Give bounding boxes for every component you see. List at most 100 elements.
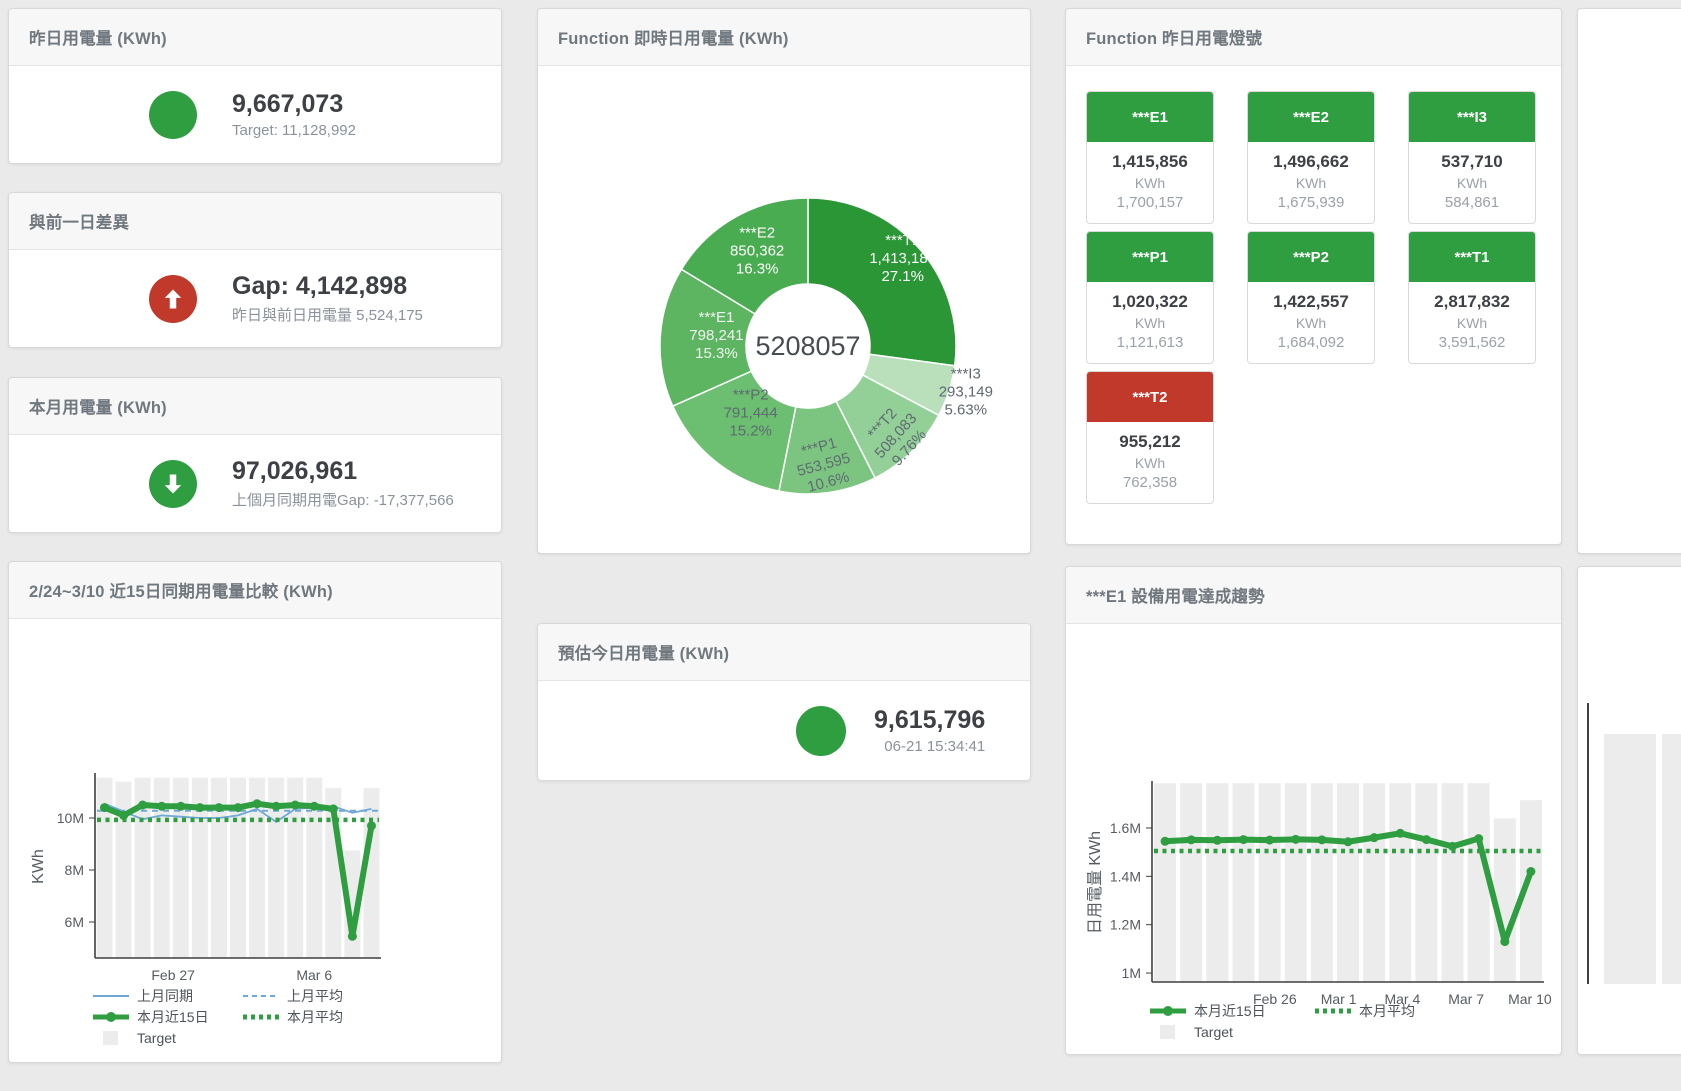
legend-label: 本月近15日: [1194, 1002, 1266, 1019]
card-body: 1M 1.2M 1.4M 1.6M Feb 26 Mar 1 Mar 4 Mar 7 Mar 1…: [1066, 624, 1561, 1054]
svg-text:1.2M: 1.2M: [1110, 917, 1141, 933]
card-title: 本月用電量 (KWh): [29, 399, 167, 417]
cropped-chart-axis: [1587, 703, 1589, 984]
card-e1-trend-chart: ***E1 設備用電達成趨勢 1M 1.2M 1.4M 1.6M Feb 26 Mar 1…: [1065, 566, 1562, 1055]
tile-target: 3,591,562: [1438, 334, 1506, 351]
legend-item-dots[interactable]: 本月平均: [1315, 1000, 1480, 1021]
svg-text:Mar 10: Mar 10: [1508, 991, 1552, 1007]
card-body: 97,026,961 上個月同期用電Gap: -17,377,566: [9, 435, 501, 532]
card-header: Function 昨日用電燈號: [1066, 9, 1561, 66]
tile-value: 2,817,832: [1434, 292, 1510, 311]
tile-target: 1,684,092: [1277, 334, 1345, 351]
legend-label: Target: [1194, 1023, 1233, 1040]
tile-unit: KWh: [1456, 175, 1488, 191]
legend-item-square[interactable]: Target: [93, 1027, 243, 1048]
svg-text:Feb 26: Feb 26: [1253, 991, 1297, 1007]
legend-item-thick[interactable]: 本月近15日: [1150, 1000, 1315, 1021]
tile-value: 1,496,662: [1273, 152, 1349, 171]
month-usage-sub: 上個月同期用電Gap: -17,377,566: [232, 492, 454, 509]
svg-text:10M: 10M: [57, 810, 84, 826]
legend-label: 本月近15日: [137, 1008, 209, 1025]
legend-label: 上月平均: [287, 987, 343, 1004]
tile-unit: KWh: [1134, 315, 1166, 331]
tile-body: 1,020,322 KWh 1,121,613: [1087, 282, 1213, 363]
svg-text:6M: 6M: [65, 914, 84, 930]
svg-text:5208057: 5208057: [755, 331, 860, 361]
svg-text:***T2508,0839.76%: ***T2508,0839.76%: [858, 398, 934, 474]
card-header: 昨日用電量 (KWh): [9, 9, 501, 66]
status-tile-E2[interactable]: ***E2 1,496,662 KWh 1,675,939: [1247, 91, 1375, 224]
tile-unit: KWh: [1134, 455, 1166, 471]
usage-donut-chart[interactable]: ***T1 1,413,183 27.1% ***I3 293,149 5.63%***T…: [538, 66, 1030, 553]
svg-text:***P1553,59510.6%: ***P1553,59510.6%: [791, 432, 857, 497]
legend-item-dots[interactable]: 本月平均: [243, 1006, 393, 1027]
card-header: 與前一日差異: [9, 193, 501, 250]
status-tile-I3[interactable]: ***I3 537,710 KWh 584,861: [1408, 91, 1536, 224]
tile-header: ***E2: [1248, 92, 1374, 142]
card-today-estimate: 預估今日用電量 (KWh) 9,615,796 06-21 15:34:41: [537, 623, 1031, 781]
svg-text:Mar 1: Mar 1: [1321, 991, 1357, 1007]
yesterday-usage-target: Target: 11,128,992: [232, 122, 356, 139]
svg-text:Mar 7: Mar 7: [1448, 991, 1484, 1007]
tile-target: 1,121,613: [1116, 334, 1184, 351]
card-status-lights: Function 昨日用電燈號 ***E1 1,415,856 KWh 1,700,1…: [1065, 8, 1562, 545]
card-title: 2/24~3/10 近15日同期用電量比較 (KWh): [29, 583, 333, 601]
status-tiles-grid: ***E1 1,415,856 KWh 1,700,157 ***E2 1,496,662…: [1086, 91, 1536, 504]
card-body: 6M 8M 10M Feb 27 Mar 6 KWh 上月同期 上月平均 本月近15日 本月平均…: [9, 619, 501, 1062]
day-gap-value: Gap: 4,142,898: [232, 272, 408, 300]
card-body: ***E1 1,415,856 KWh 1,700,157 ***E2 1,496,662…: [1066, 66, 1561, 544]
cropped-card-sliver-top: [1577, 8, 1681, 554]
card-yesterday-usage: 昨日用電量 (KWh) 9,667,073 Target: 11,128,992: [8, 8, 502, 164]
today-estimate-value: 9,615,796: [874, 706, 986, 734]
card-title: 昨日用電量 (KWh): [29, 30, 167, 48]
card-body: ***T1 1,413,183 27.1% ***I3 293,149 5.63% ***T…: [538, 66, 1030, 553]
card-body: 9,667,073 Target: 11,128,992: [9, 66, 501, 163]
tile-value: 537,710: [1441, 152, 1503, 171]
yesterday-usage-value: 9,667,073: [232, 90, 344, 118]
e1-trend-line-chart[interactable]: 1M 1.2M 1.4M 1.6M Feb 26 Mar 1 Mar 4 Mar 7 Mar 1…: [1066, 624, 1561, 1056]
trend-chart-legend: 本月近15日 本月平均 Target: [1150, 1000, 1510, 1042]
card-title: 預估今日用電量 (KWh): [558, 645, 730, 663]
legend-label: 本月平均: [287, 1008, 343, 1025]
card-body: Gap: 4,142,898 昨日與前日用電量 5,524,175: [9, 250, 501, 347]
svg-text:8M: 8M: [65, 862, 84, 878]
tile-value: 1,415,856: [1112, 152, 1188, 171]
card-header: Function 即時日用電量 (KWh): [538, 9, 1030, 66]
status-tile-P1[interactable]: ***P1 1,020,322 KWh 1,121,613: [1086, 231, 1214, 364]
tile-header: ***P1: [1087, 232, 1213, 282]
tile-target: 1,675,939: [1277, 194, 1345, 211]
legend-label: 本月平均: [1359, 1002, 1415, 1019]
legend-item-line[interactable]: 上月同期: [93, 985, 243, 1006]
status-tile-P2[interactable]: ***P2 1,422,557 KWh 1,684,092: [1247, 231, 1375, 364]
tile-value: 1,422,557: [1273, 292, 1349, 311]
legend-label: 上月同期: [137, 987, 193, 1004]
tile-target: 762,358: [1122, 474, 1178, 491]
arrow-up-circle-icon: [149, 274, 197, 323]
legend-label: Target: [137, 1029, 176, 1046]
svg-text:1.4M: 1.4M: [1110, 868, 1141, 884]
legend-item-dash[interactable]: 上月平均: [243, 985, 393, 1006]
tile-header: ***I3: [1409, 92, 1535, 142]
status-tile-E1[interactable]: ***E1 1,415,856 KWh 1,700,157: [1086, 91, 1214, 224]
card-header: 預估今日用電量 (KWh): [538, 624, 1030, 681]
legend-item-square[interactable]: Target: [1150, 1021, 1315, 1042]
status-tile-T2[interactable]: ***T2 955,212 KWh 762,358: [1086, 371, 1214, 504]
status-tile-T1[interactable]: ***T1 2,817,832 KWh 3,591,562: [1408, 231, 1536, 364]
card-realtime-donut: Function 即時日用電量 (KWh) ***T1 1,413,183 27.1…: [537, 8, 1031, 554]
card-header: ***E1 設備用電達成趨勢: [1066, 567, 1561, 624]
tile-unit: KWh: [1295, 175, 1327, 191]
svg-text:Mar 4: Mar 4: [1384, 991, 1420, 1007]
card-day-gap: 與前一日差異 Gap: 4,142,898 昨日與前日用電量 5,524,175: [8, 192, 502, 348]
card-title: 與前一日差異: [29, 214, 130, 232]
tile-header: ***E1: [1087, 92, 1213, 142]
compare-chart-legend: 上月同期 上月平均本月近15日 本月平均 Target: [93, 985, 423, 1048]
compare-line-chart[interactable]: 6M 8M 10M Feb 27 Mar 6 KWh: [9, 619, 501, 1063]
tile-body: 1,415,856 KWh 1,700,157: [1087, 142, 1213, 223]
today-estimate-timestamp: 06-21 15:34:41: [884, 738, 986, 755]
legend-item-thick[interactable]: 本月近15日: [93, 1006, 243, 1027]
